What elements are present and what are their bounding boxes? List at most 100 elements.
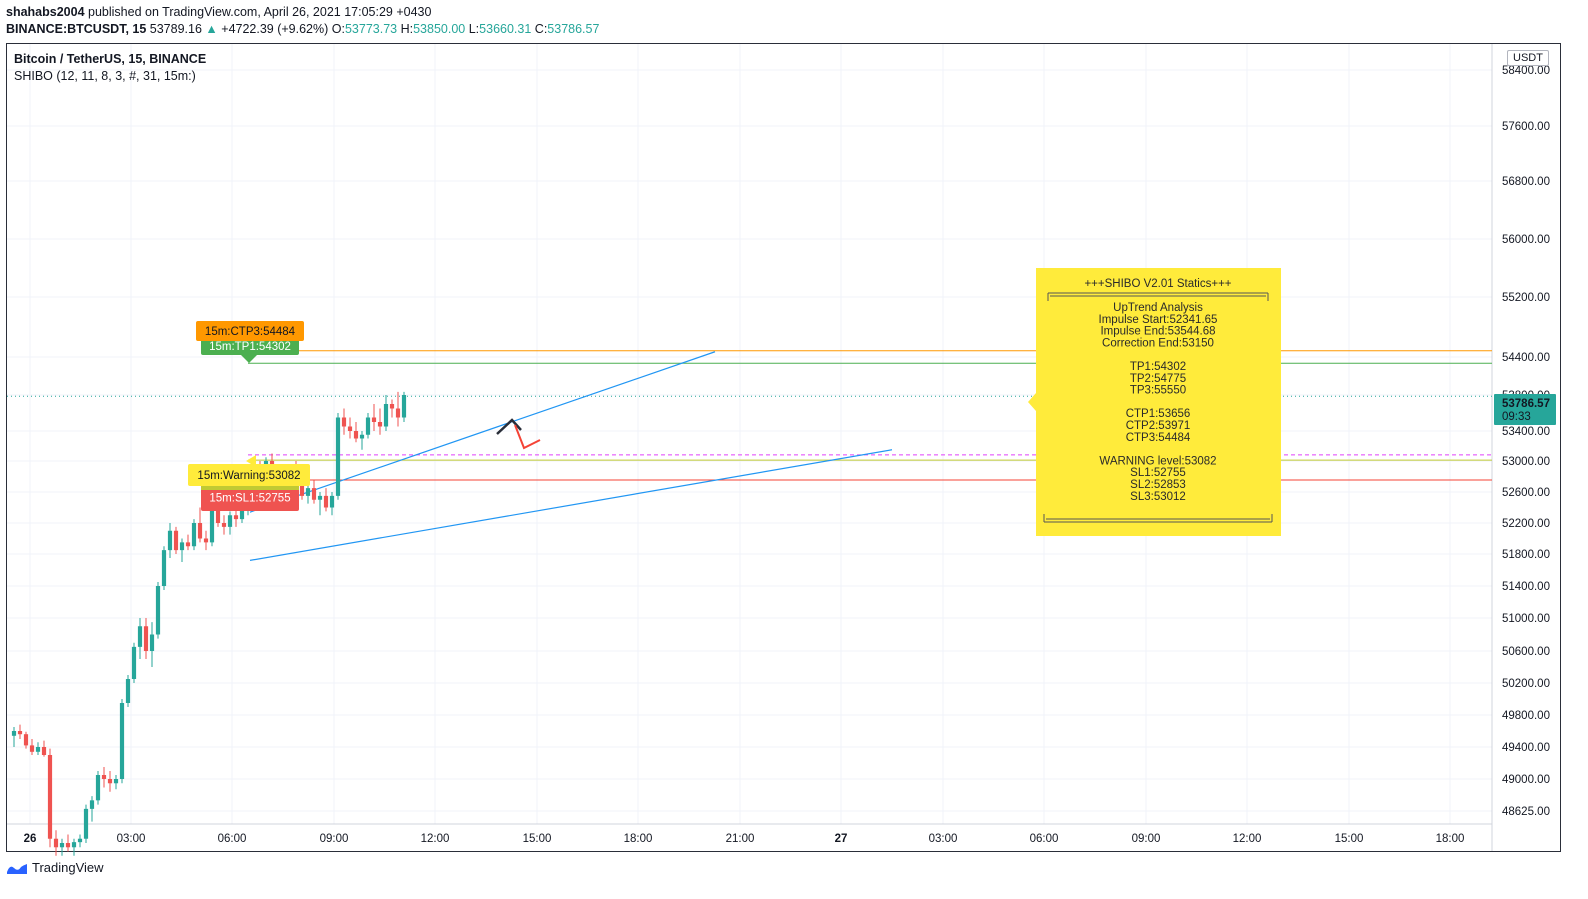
close-label: C: xyxy=(534,22,548,36)
candle xyxy=(305,484,311,504)
candle xyxy=(383,395,389,431)
candle-body xyxy=(47,755,53,839)
candle xyxy=(185,534,191,551)
candle xyxy=(353,422,359,443)
candle xyxy=(221,515,227,535)
price-tick-label: 49800.00 xyxy=(1502,710,1550,722)
price-tick-label: 51800.00 xyxy=(1502,549,1550,561)
candle-body xyxy=(179,542,185,551)
stats-line: CTP2:53971 xyxy=(1126,420,1191,432)
candle-body xyxy=(23,734,29,746)
candle-body xyxy=(101,775,107,779)
candle xyxy=(113,775,119,790)
candle-body xyxy=(305,488,311,496)
candle xyxy=(335,413,341,500)
candle-body xyxy=(383,404,389,427)
candle xyxy=(179,538,185,562)
candle xyxy=(365,413,371,439)
last-price-bg xyxy=(1494,394,1556,425)
warning-pointer xyxy=(246,455,256,467)
candle-body xyxy=(17,731,23,735)
time-tick-label: 18:00 xyxy=(1436,833,1465,845)
candle-body xyxy=(227,515,233,527)
candle xyxy=(371,404,377,431)
candle xyxy=(131,642,137,683)
stats-line: UpTrend Analysis xyxy=(1113,302,1203,314)
candle-body xyxy=(311,488,317,500)
candle-body xyxy=(197,523,203,539)
candle xyxy=(125,675,131,707)
price-tick-label: 49400.00 xyxy=(1502,742,1550,754)
candle-body xyxy=(143,626,149,651)
price-axis: 48625.00 49000.00 49400.00 49800.00 50200.00… xyxy=(1502,65,1550,818)
price-tick-label: 52600.00 xyxy=(1502,487,1550,499)
candle xyxy=(317,492,323,516)
brand-name: TradingView xyxy=(32,860,104,875)
time-tick-label: 06:00 xyxy=(1030,833,1059,845)
price-tick-label: 50600.00 xyxy=(1502,646,1550,658)
current-price: 53789.16 xyxy=(149,22,202,36)
candle xyxy=(35,742,41,755)
candle-body xyxy=(341,417,347,427)
indicator-legend[interactable]: SHIBO (12, 11, 8, 3, #, 31, 15m:) xyxy=(14,69,196,83)
candle-body xyxy=(29,745,35,752)
candle-body xyxy=(89,800,95,809)
tp1-label-text: 15m:TP1:54302 xyxy=(209,341,291,353)
candle xyxy=(29,739,35,755)
price-tick-label: 50200.00 xyxy=(1502,678,1550,690)
countdown-value: 09:33 xyxy=(1502,411,1531,423)
candle xyxy=(89,796,95,822)
candle-body xyxy=(233,515,239,520)
candle xyxy=(329,492,335,516)
stats-top-bracket xyxy=(1047,292,1269,301)
price-tick-label: 54400.00 xyxy=(1502,352,1550,364)
stats-line: SL1:52755 xyxy=(1130,467,1186,479)
symbol-summary: BINANCE:BTCUSDT, 15 53789.16 ▲ +4722.39 … xyxy=(6,22,599,36)
candle xyxy=(227,511,233,535)
candle-body xyxy=(113,779,119,784)
candle xyxy=(149,622,155,667)
candle xyxy=(389,399,395,418)
candle-body xyxy=(395,408,401,418)
warning-label: 15m:Warning:53082 xyxy=(188,464,310,486)
candle xyxy=(137,618,143,659)
time-tick-label: 03:00 xyxy=(117,833,146,845)
candle xyxy=(323,488,329,512)
candle xyxy=(41,740,47,757)
candle xyxy=(77,834,83,848)
candle-body xyxy=(11,731,17,736)
stats-bottom-bracket xyxy=(1043,514,1273,523)
candle xyxy=(17,724,23,739)
high-value: 53850.00 xyxy=(413,22,466,36)
warning-label-text: 15m:Warning:53082 xyxy=(197,470,300,482)
candle-body xyxy=(167,530,173,551)
currency-badge[interactable]: USDT xyxy=(1507,50,1549,66)
stats-line: TP3:55550 xyxy=(1130,385,1186,397)
ctp3-label-bg xyxy=(196,321,304,341)
publish-info: shahabs2004 published on TradingView.com… xyxy=(6,5,431,19)
chart-frame[interactable] xyxy=(6,43,1561,852)
candle xyxy=(395,391,401,427)
time-tick-label: 26 xyxy=(24,833,37,845)
tradingview-logo-icon xyxy=(7,863,27,874)
trend-lines xyxy=(249,351,893,561)
stats-line: Correction End:53150 xyxy=(1102,337,1214,349)
candle xyxy=(173,526,179,554)
candle-body xyxy=(377,422,383,427)
stats-panel-bg xyxy=(1036,268,1281,536)
candle-body xyxy=(35,747,41,752)
candle-body xyxy=(203,538,209,543)
price-change: +4722.39 (+9.62%) xyxy=(221,22,329,36)
candle xyxy=(377,408,383,435)
tp1-pointer xyxy=(241,355,257,363)
footer[interactable]: TradingView xyxy=(6,860,104,875)
candle xyxy=(203,530,209,551)
time-tick-label: 21:00 xyxy=(726,833,755,845)
publish-text: published on TradingView.com, April 26, … xyxy=(84,5,432,19)
price-tick-label: 56000.00 xyxy=(1502,234,1550,246)
time-tick-label: 12:00 xyxy=(421,833,450,845)
channel-upper-line xyxy=(249,351,716,513)
candle xyxy=(23,731,29,749)
author-name[interactable]: shahabs2004 xyxy=(6,5,85,19)
